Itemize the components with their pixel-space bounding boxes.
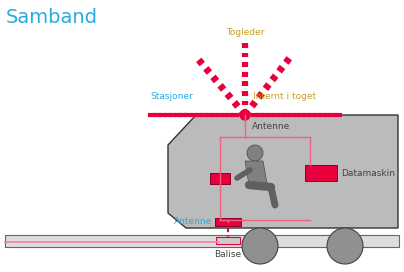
Bar — [216, 237, 240, 244]
Text: Datamaskin: Datamaskin — [341, 168, 395, 178]
Text: Antenne: Antenne — [252, 122, 290, 131]
Text: Internt i toget: Internt i toget — [253, 92, 316, 101]
Text: Stasjoner: Stasjoner — [150, 92, 193, 101]
Bar — [210, 173, 230, 184]
Text: Samband: Samband — [6, 8, 98, 27]
Text: Togleder: Togleder — [226, 28, 264, 37]
Circle shape — [242, 228, 278, 264]
Polygon shape — [245, 161, 267, 185]
Text: Balise: Balise — [215, 250, 242, 259]
Bar — [305, 165, 337, 181]
Text: Antenne: Antenne — [174, 218, 212, 227]
Circle shape — [247, 145, 263, 161]
Polygon shape — [168, 115, 398, 228]
Bar — [5, 235, 399, 247]
Circle shape — [240, 110, 250, 120]
Bar — [215, 218, 241, 226]
Circle shape — [327, 228, 363, 264]
